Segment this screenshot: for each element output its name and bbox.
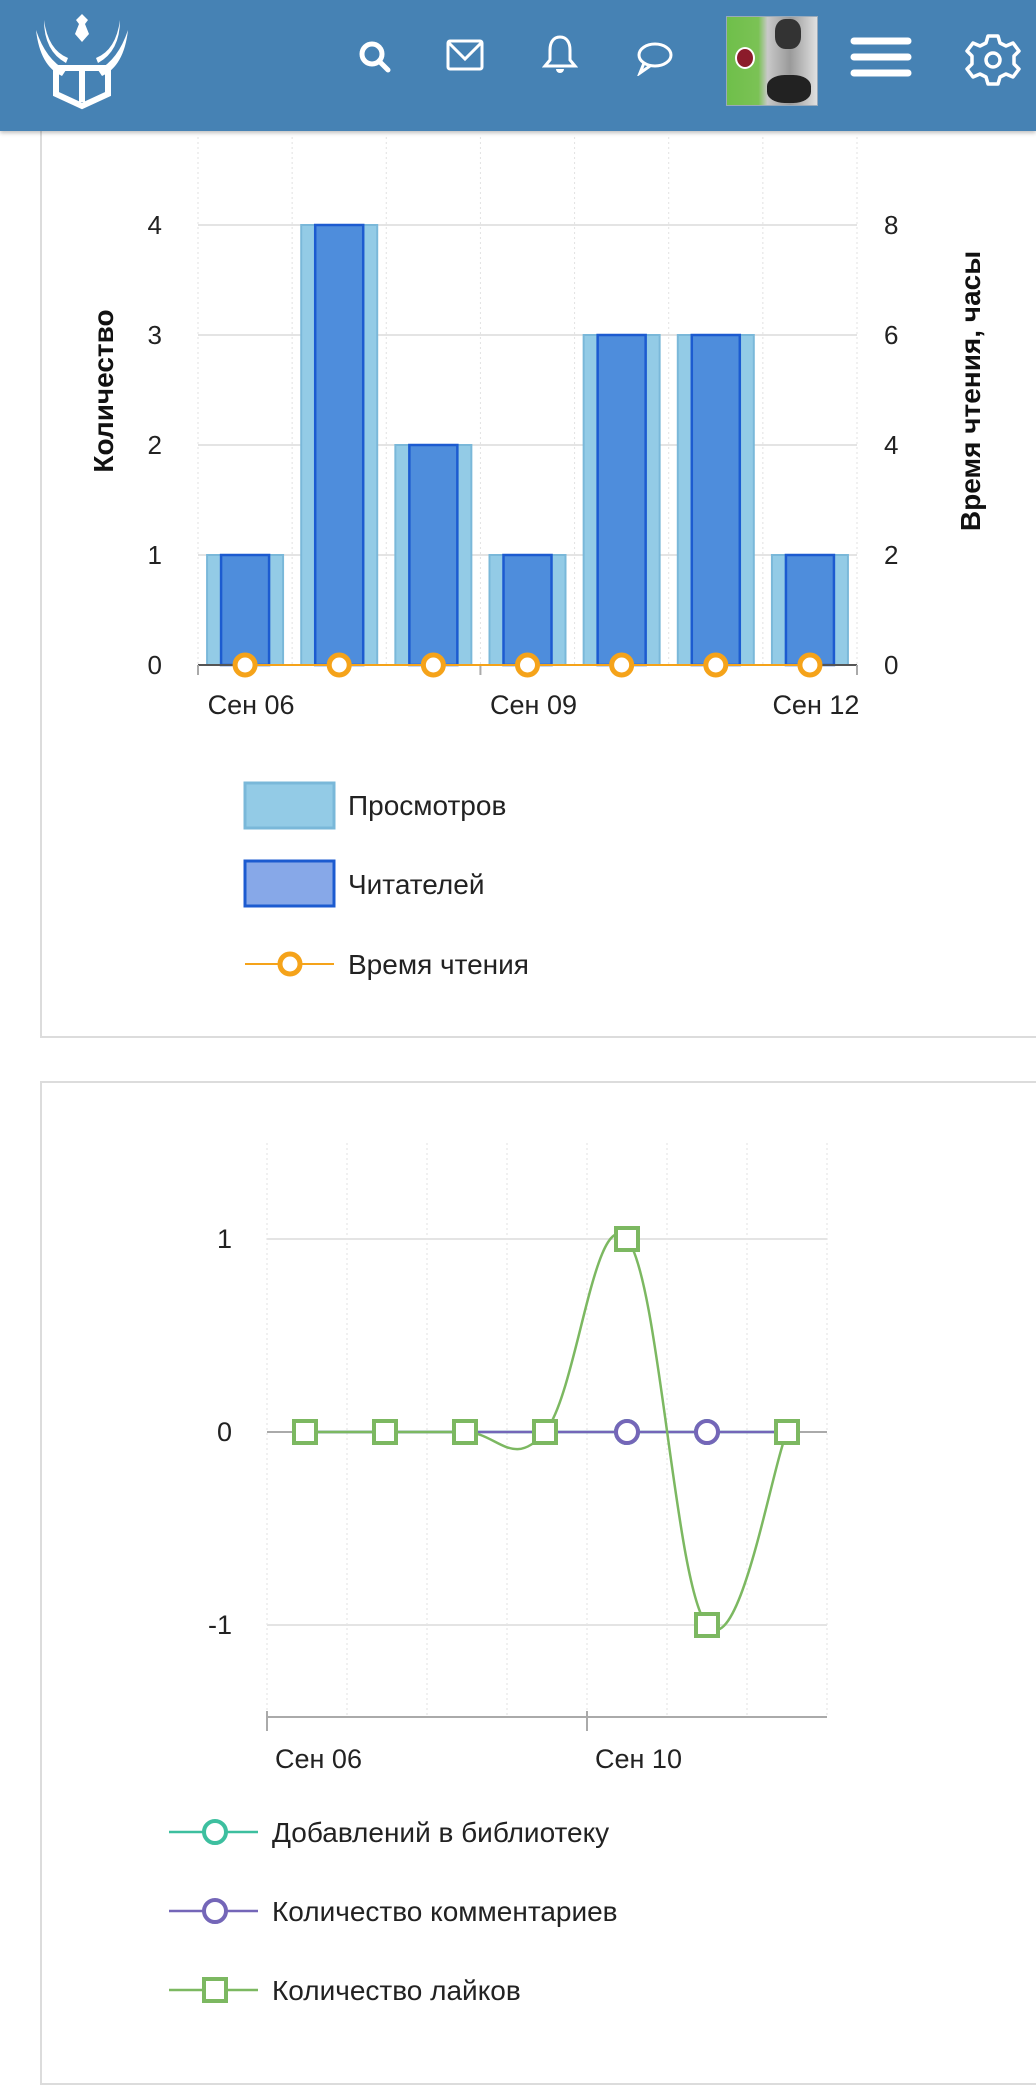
legend-label-views: Просмотров — [348, 790, 506, 821]
x-tick-label: Сен 12 — [772, 690, 859, 720]
engagement-chart: 1 0 -1 Сен 06 Сен 10 Добавлений в библиотеку К… — [169, 1143, 828, 2006]
y-tick-label-left: 4 — [148, 210, 162, 240]
avatar-cat — [767, 75, 811, 103]
y-tick-label-right: 0 — [884, 650, 898, 680]
reading-chart: 0 1 2 3 4 0 2 4 6 8 Количество Время чтения, часы Се… — [88, 137, 986, 980]
menu-icon[interactable] — [850, 36, 912, 78]
bar-readers — [408, 443, 459, 667]
legend-marker-series-likes — [202, 1977, 228, 2003]
gear-icon[interactable] — [965, 32, 1021, 88]
y-tick-label-right: 4 — [884, 430, 898, 460]
bar-readers — [219, 553, 271, 667]
legend-label-series-comments: Количество комментариев — [272, 1896, 618, 1927]
chat-icon[interactable] — [634, 40, 674, 76]
x-tick-label: Сен 10 — [595, 1744, 682, 1774]
marker-series-likes — [694, 1612, 720, 1638]
bar-readers — [596, 333, 647, 667]
marker-series-likes — [532, 1419, 558, 1445]
bar-readers — [502, 553, 553, 667]
y-tick-label-right: 2 — [884, 540, 898, 570]
marker-read-time — [609, 652, 635, 678]
legend-swatch-readers — [243, 859, 336, 908]
y-axis-title-right: Время чтения, часы — [955, 251, 986, 531]
charts-canvas: 0 1 2 3 4 0 2 4 6 8 Количество Время чтения, часы Се… — [88, 137, 986, 2006]
marker-read-time — [703, 652, 729, 678]
marker-read-time — [326, 652, 352, 678]
marker-read-time — [515, 652, 540, 678]
y-axis-title-left: Количество — [88, 309, 119, 472]
legend-label-readers: Читателей — [348, 869, 484, 900]
avatar[interactable] — [726, 16, 818, 106]
bar-readers — [313, 223, 365, 667]
legend-marker-series-comments — [202, 1898, 228, 1924]
y-tick-label-left: 1 — [148, 540, 162, 570]
marker-series-comments — [694, 1419, 720, 1445]
marker-series-likes — [292, 1419, 318, 1445]
search-icon[interactable] — [358, 40, 392, 74]
bar-readers — [690, 333, 742, 667]
x-tick-label: Сен 09 — [490, 690, 577, 720]
avatar-eye — [735, 47, 755, 69]
y-tick-label-left: 3 — [148, 320, 162, 350]
legend-label-series-likes: Количество лайков — [272, 1975, 521, 2006]
x-tick-label: Сен 06 — [275, 1744, 362, 1774]
y-tick-label-left: 0 — [148, 650, 162, 680]
marker-series-likes — [452, 1419, 478, 1445]
y-tick-label-right: 6 — [884, 320, 898, 350]
y-tick-label-left: 2 — [148, 430, 162, 460]
marker-series-likes — [774, 1419, 800, 1445]
legend-label-series-library: Добавлений в библиотеку — [272, 1817, 609, 1848]
legend-label-read-time: Время чтения — [348, 949, 529, 980]
marker-series-likes — [614, 1226, 640, 1252]
site-logo[interactable] — [26, 10, 138, 110]
bell-icon[interactable] — [542, 34, 578, 76]
marker-read-time — [797, 652, 823, 678]
marker-series-comments — [614, 1419, 640, 1445]
bar-readers — [784, 553, 836, 667]
y-tick-label: 0 — [217, 1417, 232, 1447]
mail-icon[interactable] — [446, 38, 484, 72]
top-nav-bar — [0, 0, 1036, 131]
legend-marker-series-library — [202, 1819, 228, 1845]
legend-swatch-views — [243, 781, 336, 830]
y-tick-label: 1 — [217, 1224, 232, 1254]
marker-series-likes — [372, 1419, 398, 1445]
y-tick-label-right: 8 — [884, 210, 898, 240]
marker-read-time — [232, 652, 258, 678]
y-tick-label: -1 — [208, 1610, 232, 1640]
legend-marker-read-time — [277, 951, 303, 977]
x-tick-label: Сен 06 — [208, 690, 295, 720]
avatar-hair — [775, 19, 801, 49]
marker-read-time — [420, 652, 446, 678]
